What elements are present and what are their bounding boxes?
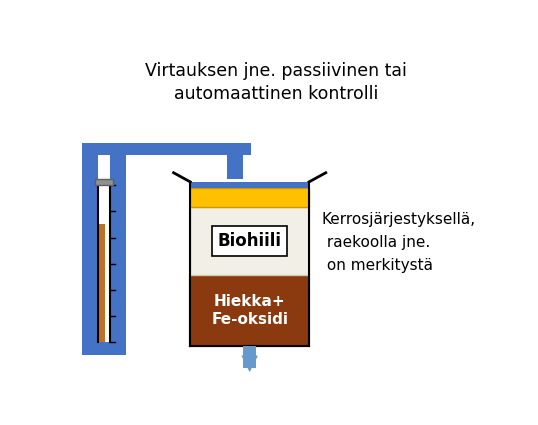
- Text: automaattinen kontrolli: automaattinen kontrolli: [174, 85, 378, 103]
- Text: Virtauksen jne. passiivinen tai: Virtauksen jne. passiivinen tai: [145, 62, 407, 80]
- Text: Hiekka+
Fe-oksidi: Hiekka+ Fe-oksidi: [211, 294, 288, 326]
- Bar: [228, 143, 243, 179]
- Bar: [190, 182, 309, 187]
- Bar: [190, 207, 309, 275]
- Text: on merkitystä: on merkitystä: [322, 258, 433, 273]
- Text: Kerrosjärjestyksellä,: Kerrosjärjestyksellä,: [322, 212, 476, 227]
- Bar: [243, 346, 256, 368]
- Bar: [82, 143, 251, 155]
- Bar: [82, 143, 98, 355]
- Text: raekoolla jne.: raekoolla jne.: [322, 235, 430, 250]
- Bar: [95, 179, 113, 185]
- Bar: [190, 275, 309, 346]
- Bar: [110, 143, 126, 355]
- Bar: [82, 342, 126, 355]
- Bar: [190, 187, 309, 207]
- Bar: [98, 185, 110, 342]
- Text: Biohiili: Biohiili: [218, 232, 282, 250]
- Bar: [98, 224, 105, 342]
